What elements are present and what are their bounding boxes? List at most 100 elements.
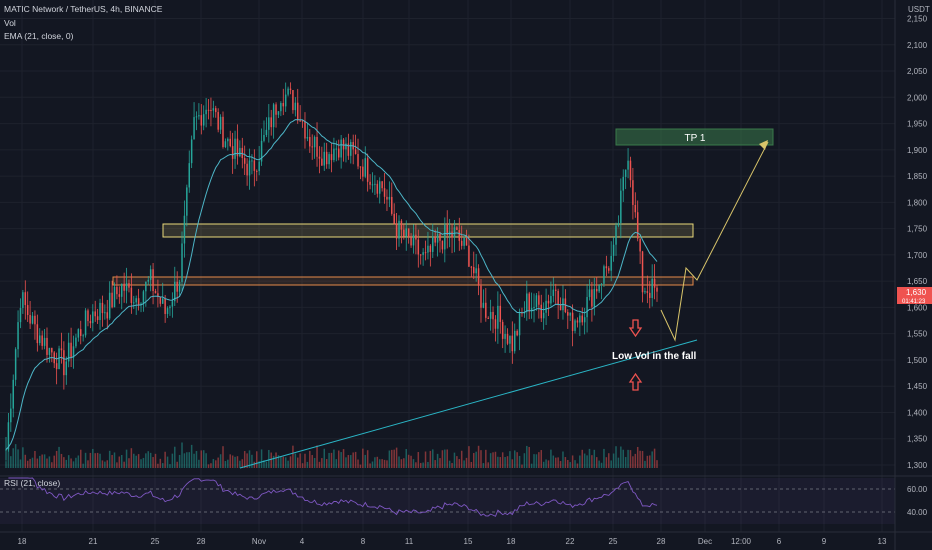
candle-body [501, 321, 504, 339]
candle-body [518, 312, 521, 336]
candle-body [371, 184, 374, 186]
volume-bar [287, 460, 289, 468]
volume-bar [125, 449, 128, 468]
volume-bar [538, 452, 540, 468]
candle-body [436, 233, 439, 243]
candle-body [166, 308, 169, 314]
candle-body [161, 298, 164, 304]
volume-bar [359, 464, 362, 468]
volume-bar [323, 448, 326, 468]
candle-body [376, 183, 379, 194]
candle-body [542, 312, 545, 319]
volume-bar [142, 457, 145, 468]
volume-bar [350, 455, 352, 468]
volume-bar [480, 450, 482, 468]
volume-bar [188, 452, 190, 468]
volume-bar [135, 455, 137, 468]
time-tick-label: 6 [777, 537, 782, 546]
candle-body [526, 293, 528, 312]
volume-bar [432, 449, 434, 468]
candle-body [31, 315, 34, 324]
volume-bar [595, 457, 598, 468]
candle-body [284, 94, 287, 107]
volume-bar [53, 455, 55, 468]
rsi-legend[interactable]: RSI (21, close) [4, 478, 61, 488]
candle-body [383, 188, 386, 197]
volume-bar [193, 453, 195, 468]
volume-legend[interactable]: Vol [4, 18, 16, 28]
candle-body [94, 311, 96, 317]
candle-body [359, 166, 362, 168]
candle-body [294, 102, 297, 111]
volume-bar [593, 449, 596, 468]
volume-bar [39, 455, 41, 468]
candle-body [198, 115, 200, 117]
time-tick-label: 21 [89, 537, 98, 546]
candle-body [333, 148, 335, 161]
candle-body [641, 251, 644, 293]
volume-bar [369, 463, 371, 468]
volume-bar [12, 448, 14, 468]
volume-bar [159, 458, 162, 468]
candle-body [325, 151, 328, 165]
volume-bar [489, 453, 492, 468]
volume-bar [610, 460, 612, 468]
candle-body [202, 114, 205, 126]
last-price-badge: 1,630 01:41:23 [897, 287, 932, 305]
candle-body [511, 335, 514, 352]
candle-body [369, 181, 371, 185]
price-tick-label: 1,600 [907, 303, 928, 312]
candle-body [649, 292, 651, 298]
volume-bar [494, 451, 497, 468]
candle-body [345, 143, 347, 150]
candle-body [393, 213, 395, 224]
volume-bar [636, 446, 639, 468]
candle-body [104, 312, 106, 314]
candle-body [277, 111, 280, 115]
volume-bar [104, 461, 106, 468]
volume-bar [554, 457, 557, 468]
volume-bar [562, 451, 564, 468]
candle-body [504, 333, 506, 339]
ema-legend[interactable]: EMA (21, close, 0) [4, 31, 74, 41]
volume-bar [304, 453, 306, 468]
volume-bar [46, 458, 48, 468]
volume-bar [246, 453, 248, 468]
candle-body [330, 154, 333, 161]
candle-body [140, 303, 142, 306]
candle-body [51, 347, 53, 353]
candle-body [296, 102, 299, 121]
volume-bar [513, 450, 516, 468]
price-axis[interactable]: 2,150 2,100 2,050 2,000 1,950 1,900 1,850 1,800… [907, 15, 928, 470]
volume-bar [347, 455, 350, 468]
volume-bar [51, 462, 53, 468]
volume-bar [345, 457, 347, 468]
candle-body [111, 292, 113, 308]
last-price-countdown: 01:41:23 [902, 299, 926, 305]
volume-bar [224, 460, 227, 468]
candle-body [434, 236, 436, 243]
volume-bar [656, 460, 658, 468]
volume-bar [540, 450, 543, 468]
symbol-legend[interactable]: MATIC Network / TetherUS, 4h, BINANCE [4, 4, 163, 14]
candle-body [275, 104, 277, 115]
volume-bar [116, 462, 118, 468]
volume-bar [381, 459, 383, 468]
candle-body [569, 312, 571, 316]
volume-bar [391, 449, 393, 468]
volume-bar [296, 457, 299, 468]
volume-bar [600, 462, 603, 468]
candle-body [313, 136, 316, 148]
candle-body [627, 160, 629, 170]
volume-bar [523, 453, 526, 468]
time-axis[interactable]: 18 21 25 28 Nov 4 8 11 15 18 22 25 28 Dec 12:00 6 9 13 [18, 537, 887, 546]
candle-body [451, 231, 453, 238]
price-tick-label: 1,450 [907, 382, 928, 391]
volume-bar [55, 450, 58, 468]
volume-bar [309, 450, 311, 468]
volume-bar [482, 463, 485, 468]
volume-bar [24, 454, 27, 468]
candle-body [398, 220, 400, 239]
volume-bar [79, 449, 82, 468]
